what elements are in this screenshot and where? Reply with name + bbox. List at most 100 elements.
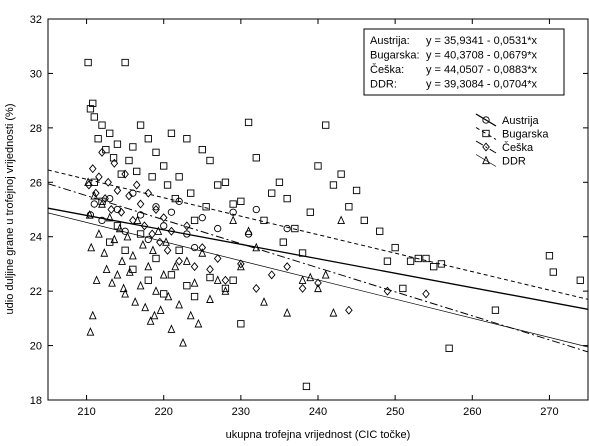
data-point-bugarska (275, 178, 284, 186)
data-point-bugarska (279, 238, 287, 246)
data-point-austrija (198, 214, 206, 222)
data-point-bugarska (86, 105, 95, 113)
data-point-češka (136, 199, 145, 209)
data-point-češka (125, 191, 133, 201)
data-point-bugarska (221, 178, 230, 186)
data-point-bugarska (229, 200, 237, 208)
data-point-bugarska (306, 208, 314, 216)
data-point-bugarska (129, 143, 137, 151)
data-point-bugarska (190, 292, 199, 301)
data-point-ddr (190, 278, 199, 287)
data-point-češka (98, 147, 106, 157)
data-point-bugarska (237, 320, 245, 328)
data-point-bugarska (152, 148, 160, 156)
data-points (84, 58, 584, 391)
x-tick-label: 260 (463, 406, 481, 418)
data-point-austrija (190, 243, 199, 252)
data-point-ddr (206, 294, 214, 303)
data-point-ddr (229, 215, 238, 225)
data-point-bugarska (360, 216, 368, 225)
data-point-ddr (108, 278, 116, 287)
data-point-ddr (283, 308, 292, 317)
data-point-bugarska (117, 170, 125, 178)
data-point-ddr (152, 286, 160, 295)
data-point-ddr (329, 308, 338, 317)
data-point-češka (95, 172, 103, 182)
data-point-austrija (252, 205, 260, 214)
data-point-ddr (321, 269, 330, 279)
data-point-češka (148, 229, 156, 239)
data-point-bugarska (302, 382, 311, 391)
data-point-ddr (87, 242, 96, 252)
data-point-ddr (144, 261, 153, 271)
data-point-bugarska (102, 145, 110, 154)
equation-label: DDR: (370, 79, 397, 91)
legend-label: Bugarska (502, 129, 549, 141)
legend-label: Austrija (502, 115, 540, 127)
data-point-bugarska (113, 140, 122, 148)
data-point-bugarska (171, 194, 179, 203)
data-point-austrija (175, 197, 183, 205)
data-point-austrija (106, 194, 114, 203)
data-point-bugarska (187, 189, 195, 197)
legend-marker-ddr (482, 155, 490, 165)
data-point-austrija (136, 211, 145, 219)
equation-box-frame (363, 28, 565, 96)
data-point-austrija (167, 208, 176, 216)
data-point-bugarska (383, 257, 392, 265)
equation-formula: y = 44,0507 - 0,0883*x (426, 64, 537, 76)
x-tick-label: 230 (232, 406, 250, 418)
data-point-češka (237, 259, 245, 269)
y-tick-label: 24 (30, 232, 42, 244)
data-point-ddr (113, 269, 122, 279)
data-point-bugarska (152, 254, 160, 263)
data-point-austrija (283, 224, 291, 233)
data-point-češka (113, 185, 122, 195)
data-point-ddr (115, 223, 124, 233)
fit-line-ddr (48, 212, 588, 348)
data-point-češka (175, 256, 183, 266)
data-point-austrija (214, 224, 222, 233)
data-point-bugarska (268, 189, 276, 197)
data-point-bugarska (445, 344, 453, 352)
data-point-ddr (221, 286, 230, 295)
data-point-češka (183, 221, 191, 231)
data-point-češka (283, 262, 291, 272)
data-point-ddr (98, 199, 106, 208)
data-point-bugarska (337, 170, 345, 178)
data-point-bugarska (167, 129, 176, 137)
data-point-bugarska (125, 156, 133, 165)
y-tick-label: 26 (30, 177, 42, 189)
data-point-bugarska (422, 254, 430, 263)
y-tick-label: 18 (30, 395, 42, 407)
data-point-bugarska (352, 186, 361, 195)
data-point-bugarska (252, 154, 260, 162)
fit-lines (48, 169, 588, 353)
y-tick-label: 22 (30, 286, 42, 298)
data-point-češka (190, 262, 199, 272)
data-point-bugarska (214, 181, 222, 189)
data-point-češka (167, 226, 176, 236)
y-tick-label: 28 (30, 123, 42, 135)
data-point-ddr (159, 269, 168, 279)
data-point-bugarska (84, 58, 92, 67)
data-point-bugarska (106, 238, 114, 246)
data-point-ddr (194, 318, 203, 328)
equation-box: Austrija: y = 35,9341 - 0,0531*x Bugarska:… (363, 28, 565, 96)
data-point-austrija (144, 235, 152, 244)
data-point-bugarska (576, 276, 584, 284)
data-point-ddr (244, 226, 253, 235)
data-point-austrija (160, 222, 168, 230)
data-point-ddr (110, 234, 119, 244)
data-point-bugarska (491, 306, 500, 314)
data-point-bugarska (345, 203, 353, 211)
data-point-bugarska (229, 276, 237, 284)
y-tick-label: 30 (30, 68, 42, 80)
data-point-bugarska (94, 135, 102, 143)
data-point-bugarska (148, 173, 156, 181)
data-point-ddr (131, 297, 140, 306)
data-point-češka (298, 283, 307, 293)
data-point-ddr (171, 261, 180, 271)
legend-line-češka (475, 140, 497, 154)
data-point-češka (132, 180, 141, 190)
